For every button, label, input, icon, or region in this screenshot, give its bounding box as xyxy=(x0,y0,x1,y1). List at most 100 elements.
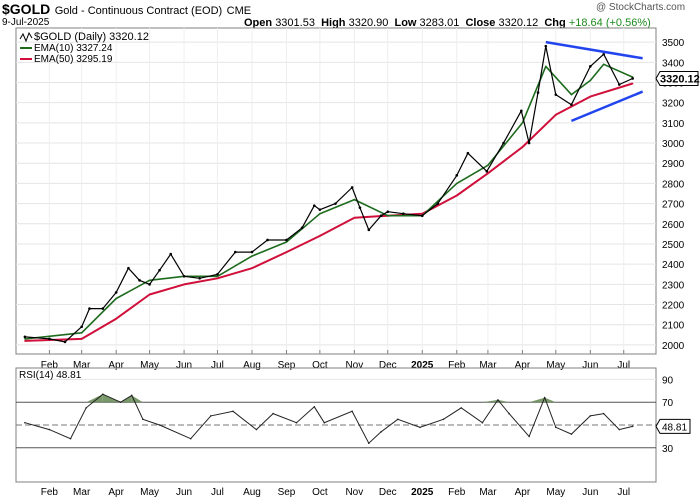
ema50-point xyxy=(285,251,288,253)
ema10-point xyxy=(545,65,547,68)
price-point xyxy=(554,93,558,96)
price-point xyxy=(631,77,634,80)
x-tick-label: Jun xyxy=(582,487,598,498)
price-point xyxy=(80,325,83,329)
x-tick-label: Apr xyxy=(515,360,531,371)
x-tick-label: Apr xyxy=(108,487,124,498)
ema50-point xyxy=(555,113,557,116)
price-point xyxy=(570,103,573,107)
price-point xyxy=(158,268,161,272)
rsi-overbought-fill xyxy=(544,397,556,403)
ema10-point xyxy=(386,214,389,217)
rsi-tag-shape xyxy=(655,418,691,434)
x-tick-label: Jun xyxy=(582,360,598,371)
price-tick-label: 2400 xyxy=(662,260,685,271)
x-tick-label: Nov xyxy=(345,487,363,498)
x-tick-label: Sep xyxy=(278,487,296,498)
rsi-series-group xyxy=(24,393,634,445)
rsi-point xyxy=(313,405,316,408)
ema50-point xyxy=(24,340,26,342)
close-label: Close xyxy=(465,17,496,29)
x-tick-label: Dec xyxy=(379,487,397,498)
brand-watermark[interactable]: @ StockCharts.com xyxy=(596,2,686,13)
trendlines-group xyxy=(545,40,644,123)
legend-price-label: $GOLD (Daily) 3320.12 xyxy=(34,31,149,43)
price-point xyxy=(358,206,362,209)
price-point xyxy=(520,109,523,113)
symbol: $GOLD xyxy=(2,1,51,17)
ema50-point xyxy=(251,267,253,270)
rsi-point xyxy=(555,426,557,429)
rsi-point xyxy=(295,421,298,424)
price-point xyxy=(250,250,254,254)
price-point xyxy=(379,214,383,218)
high-label: High xyxy=(321,17,346,29)
price-point xyxy=(182,274,186,278)
price-tick-label: 3400 xyxy=(662,58,685,69)
rsi-tick-label: 70 xyxy=(662,398,674,409)
rsi-point xyxy=(442,418,445,421)
x-tick-label: May xyxy=(140,487,159,498)
price-point xyxy=(127,266,130,270)
ema10-point xyxy=(487,164,489,167)
x-tick-label: Feb xyxy=(448,487,466,498)
x-tick-label: Aug xyxy=(243,487,261,498)
chg-value: +18.64 (+0.56%) xyxy=(568,17,651,29)
exchange: CME xyxy=(226,5,252,17)
price-point xyxy=(466,151,470,155)
rsi-overbought-fill xyxy=(497,399,510,403)
rsi-point xyxy=(419,426,421,429)
rsi-point xyxy=(24,421,26,424)
x-tick-label: Apr xyxy=(108,360,124,371)
low-value: 3283.01 xyxy=(419,17,460,29)
ema10-point xyxy=(589,79,592,82)
rsi-axis: 30507090 xyxy=(662,375,674,454)
price-point xyxy=(285,238,288,242)
ema10-point xyxy=(353,198,356,201)
x-tick-label: Jul xyxy=(617,487,630,498)
x-tick-label: Jun xyxy=(176,360,192,371)
price-point xyxy=(23,335,27,339)
price-point xyxy=(589,65,592,68)
rsi-point xyxy=(323,421,326,424)
x-tick-label: Jul xyxy=(211,487,224,498)
x-tick-label: Sep xyxy=(278,360,296,371)
price-tick-label: 2100 xyxy=(662,321,685,332)
ema50-point xyxy=(487,172,489,175)
price-point xyxy=(367,228,371,232)
x-tick-label: Mar xyxy=(479,487,497,498)
price-tick-label: 2500 xyxy=(662,240,685,251)
ema10-point xyxy=(285,241,288,243)
x-tick-label: Oct xyxy=(312,360,328,371)
ema10-point xyxy=(570,93,573,96)
price-point xyxy=(420,214,424,218)
rsi-overbought-fill xyxy=(482,399,498,403)
price-point xyxy=(334,202,337,205)
price-point xyxy=(602,52,605,56)
rsi-overbought-fill xyxy=(86,394,103,403)
rsi-point xyxy=(631,425,634,428)
price-point xyxy=(300,226,304,230)
rsi-tag: 48.81 xyxy=(655,418,691,434)
x-tick-label: Jul xyxy=(617,360,630,371)
price-tick-label: 2900 xyxy=(662,159,685,170)
price-point xyxy=(233,250,237,254)
rsi-point xyxy=(602,412,605,415)
rsi-gridlines xyxy=(16,378,656,449)
price-point xyxy=(527,141,531,145)
price-tick-label: 2200 xyxy=(662,301,685,312)
rsi-point xyxy=(351,410,353,413)
ema10-point xyxy=(521,122,524,124)
x-tick-label: Feb xyxy=(41,487,59,498)
rsi-point xyxy=(368,442,370,445)
x-axis-bottom: Feb Mar Apr May Jun Jul Aug Sep Oct Nov Dec 2025 Feb… xyxy=(41,487,630,498)
price-point xyxy=(63,340,67,344)
ema10-point xyxy=(602,63,605,66)
ema10-line xyxy=(24,63,633,340)
high-value: 3320.90 xyxy=(348,17,389,29)
price-point xyxy=(386,210,390,213)
ema50-point xyxy=(216,277,219,280)
x-tick-label: Apr xyxy=(515,487,531,498)
price-point xyxy=(169,252,173,256)
price-series-group xyxy=(23,44,634,344)
